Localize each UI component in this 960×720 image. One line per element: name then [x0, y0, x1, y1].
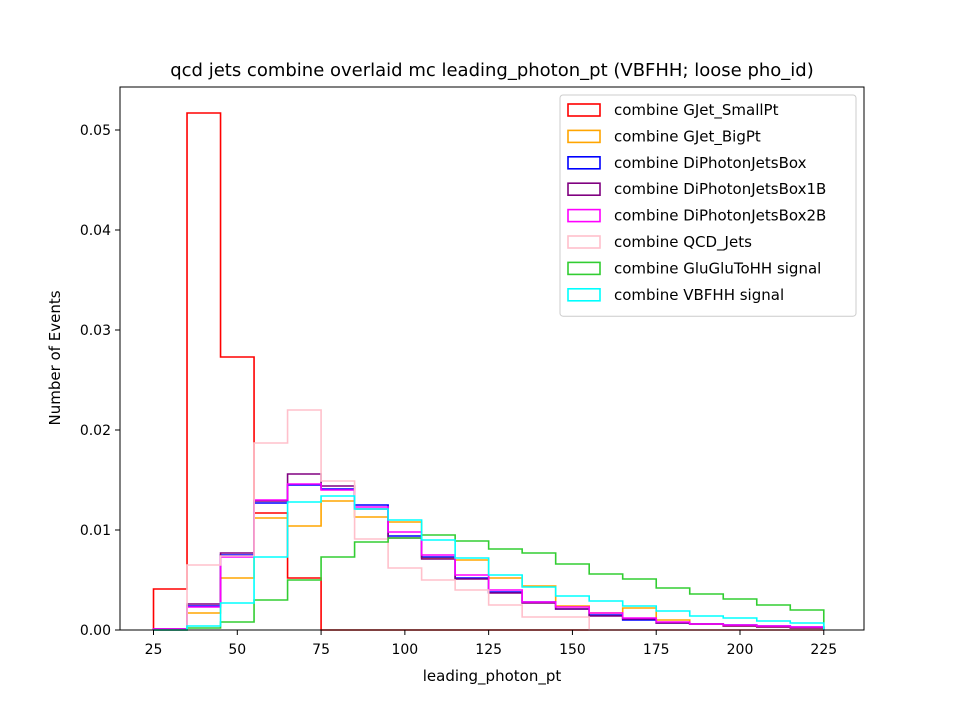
y-tick-label: 0.02 [80, 423, 111, 439]
legend-swatch [567, 208, 601, 223]
x-tick-label: 150 [559, 642, 586, 658]
x-tick-label: 200 [727, 642, 754, 658]
y-tick-label: 0.04 [80, 223, 111, 239]
x-tick-label: 75 [312, 642, 330, 658]
legend-swatch [567, 182, 601, 196]
y-tick-label: 0.05 [80, 123, 111, 139]
legend-entry-label: combine QCD_Jets [614, 233, 752, 252]
legend-entry-label: combine VBFHH signal [614, 286, 784, 304]
series-7-step-line [153, 534, 825, 631]
plot-frame [119, 86, 865, 631]
legend-swatch [567, 156, 601, 170]
legend-entry-label: combine DiPhotonJetsBox2B [614, 207, 826, 225]
series-8-step-line [153, 495, 825, 631]
y-tick-label: 0.00 [80, 623, 111, 639]
legend-entry-label: combine DiPhotonJetsBox [614, 154, 807, 172]
legend-box [559, 94, 857, 317]
x-tick-label: 225 [810, 642, 837, 658]
legend-swatch [567, 235, 601, 249]
legend-entry-label: combine GJet_BigPt [614, 127, 761, 146]
x-tick-label: 175 [643, 642, 670, 658]
legend-swatch [567, 103, 601, 117]
y-tick-label: 0.01 [80, 523, 111, 539]
x-tick-label: 100 [391, 642, 418, 658]
y-axis-label: Number of Events [46, 290, 64, 425]
x-tick-label: 125 [475, 642, 502, 658]
legend-swatch [567, 129, 601, 144]
legend-entry-label: combine DiPhotonJetsBox1B [614, 180, 826, 198]
legend-entry-label: combine GluGluToHH signal [614, 259, 821, 277]
x-tick-label: 50 [228, 642, 246, 658]
x-tick-label: 25 [145, 642, 163, 658]
x-axis-label: leading_photon_pt [423, 667, 562, 686]
legend-swatch [567, 287, 601, 302]
axes-layer: 25 50 75 100 125 150 175 200 225 0.00 0.01 0.02 0.03… [80, 86, 865, 658]
legend-swatch [567, 261, 601, 276]
legend-entry-label: combine GJet_SmallPt [614, 101, 779, 120]
y-tick-label: 0.03 [80, 323, 111, 339]
chart-title: qcd jets combine overlaid mc leading_pho… [170, 60, 814, 81]
